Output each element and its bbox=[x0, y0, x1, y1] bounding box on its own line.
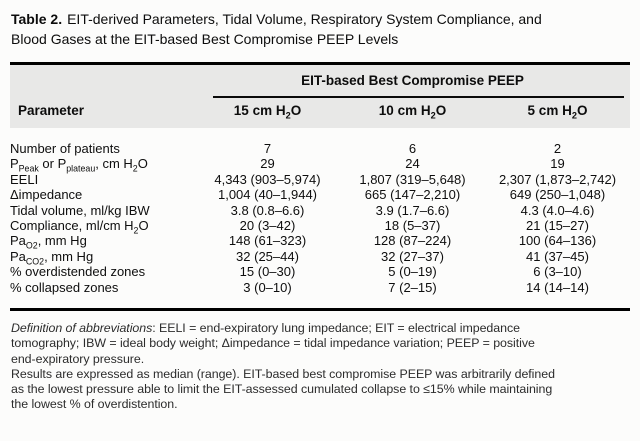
table-title-line-2: Blood Gases at the EIT-based Best Compro… bbox=[11, 30, 399, 47]
row-parameter: Δimpedance bbox=[10, 187, 83, 203]
row-parameter: PaCO2, mm Hg bbox=[10, 248, 94, 267]
header-band: EIT-based Best Compromise PEEP Parameter… bbox=[10, 65, 630, 128]
row-value: 665 (147–2,210) bbox=[364, 187, 461, 203]
table-row: % overdistended zones 15 (0–30) 5 (0–19)… bbox=[10, 264, 630, 279]
table-row: EELI 4,343 (903–5,974) 1,807 (319–5,648)… bbox=[10, 172, 630, 187]
column-header-5: 5 cm H2O bbox=[527, 103, 588, 121]
column-header-15: 15 cm H2O bbox=[233, 103, 302, 121]
table-row: Compliance, ml/cm H2O 20 (3–42) 18 (5–37… bbox=[10, 218, 630, 236]
group-header-rule bbox=[213, 96, 624, 98]
row-value: 148 (61–323) bbox=[228, 233, 307, 249]
row-value: 24 bbox=[405, 156, 420, 172]
row-value: 100 (64–136) bbox=[518, 233, 597, 249]
row-value: 19 bbox=[550, 156, 565, 172]
row-parameter: Compliance, ml/cm H2O bbox=[10, 218, 149, 236]
data-table-block: EIT-based Best Compromise PEEP Parameter… bbox=[10, 62, 630, 312]
row-value: 2 bbox=[553, 141, 562, 156]
row-value: 21 (15–27) bbox=[526, 218, 589, 234]
table-row: Tidal volume, ml/kg IBW 3.8 (0.8–6.6) 3.… bbox=[10, 203, 630, 218]
footnote-text: : EELI = end-expiratory lung impedance; … bbox=[152, 321, 520, 335]
table-title: Table 2. EIT-derived Parameters, Tidal Vo… bbox=[11, 10, 635, 49]
row-value: 3.9 (1.7–6.6) bbox=[375, 202, 450, 218]
row-value: 4,343 (903–5,974) bbox=[214, 171, 321, 187]
footnote-line: tomography; IBW = ideal body weight; Δim… bbox=[11, 336, 535, 351]
row-parameter: PPeak or Pplateau, cm H2O bbox=[10, 156, 148, 174]
row-value: 5 (0–19) bbox=[388, 264, 437, 280]
row-value: 32 (25–44) bbox=[236, 248, 299, 264]
footnote-line: Definition of abbreviations: EELI = end-… bbox=[11, 321, 635, 336]
row-value: 3 (0–10) bbox=[243, 279, 292, 295]
table-row: PPeak or Pplateau, cm H2O 29 24 19 bbox=[10, 156, 630, 174]
parameter-header: Parameter bbox=[18, 103, 85, 118]
row-parameter: PaO2, mm Hg bbox=[10, 233, 87, 252]
row-value: 1,004 (40–1,944) bbox=[217, 187, 318, 203]
footnote-line: end-expiratory pressure. bbox=[11, 351, 145, 366]
abbreviations-label: Definition of abbreviations bbox=[11, 321, 153, 335]
row-value: 1,807 (319–5,648) bbox=[359, 171, 466, 187]
row-value: 14 (14–14) bbox=[526, 279, 589, 295]
footnote-line: as the lowest pressure able to limit the… bbox=[11, 382, 553, 397]
row-value: 2,307 (1,873–2,742) bbox=[498, 171, 617, 187]
row-value: 20 (3–42) bbox=[239, 218, 296, 234]
column-header-10: 10 cm H2O bbox=[378, 103, 447, 121]
row-value: 29 bbox=[260, 156, 275, 172]
row-parameter: EELI bbox=[10, 171, 39, 187]
table-row: Number of patients 7 6 2 bbox=[10, 141, 630, 156]
row-value: 7 bbox=[263, 141, 272, 156]
bottom-rule bbox=[10, 308, 630, 312]
row-value: 4.3 (4.0–4.6) bbox=[520, 202, 595, 218]
row-parameter: Number of patients bbox=[10, 141, 120, 156]
top-rule bbox=[10, 62, 630, 65]
row-value: 649 (250–1,048) bbox=[509, 187, 606, 203]
footnote: Definition of abbreviations: EELI = end-… bbox=[11, 321, 635, 413]
row-value: 7 (2–15) bbox=[388, 279, 437, 295]
footnote-line: Results are expressed as median (range).… bbox=[11, 366, 555, 381]
footnote-line: the lowest % of overdistention. bbox=[11, 397, 178, 412]
row-parameter: % overdistended zones bbox=[10, 264, 146, 280]
row-value: 128 (87–224) bbox=[373, 233, 452, 249]
row-value: 6 (3–10) bbox=[533, 264, 582, 280]
table-title-label: Table 2. bbox=[11, 11, 63, 27]
table-title-line-1: EIT-derived Parameters, Tidal Volume, Re… bbox=[67, 11, 542, 27]
row-parameter: Tidal volume, ml/kg IBW bbox=[10, 202, 150, 218]
row-value: 32 (27–37) bbox=[381, 248, 444, 264]
row-value: 3.8 (0.8–6.6) bbox=[230, 202, 305, 218]
data-table: Number of patients 7 6 2 PPeak or Pplate… bbox=[10, 141, 630, 295]
row-value: 41 (37–45) bbox=[526, 248, 589, 264]
table-row: % collapsed zones 3 (0–10) 7 (2–15) 14 (… bbox=[10, 280, 630, 295]
row-parameter: % collapsed zones bbox=[10, 279, 119, 295]
row-value: 18 (5–37) bbox=[384, 218, 441, 234]
table-row: PaO2, mm Hg 148 (61–323) 128 (87–224) 10… bbox=[10, 233, 630, 252]
table-row: PaCO2, mm Hg 32 (25–44) 32 (27–37) 41 (3… bbox=[10, 248, 630, 267]
table-row: Δimpedance 1,004 (40–1,944) 665 (147–2,2… bbox=[10, 187, 630, 202]
row-value: 15 (0–30) bbox=[239, 264, 296, 280]
row-value: 6 bbox=[408, 141, 417, 156]
group-header: EIT-based Best Compromise PEEP bbox=[301, 73, 524, 88]
